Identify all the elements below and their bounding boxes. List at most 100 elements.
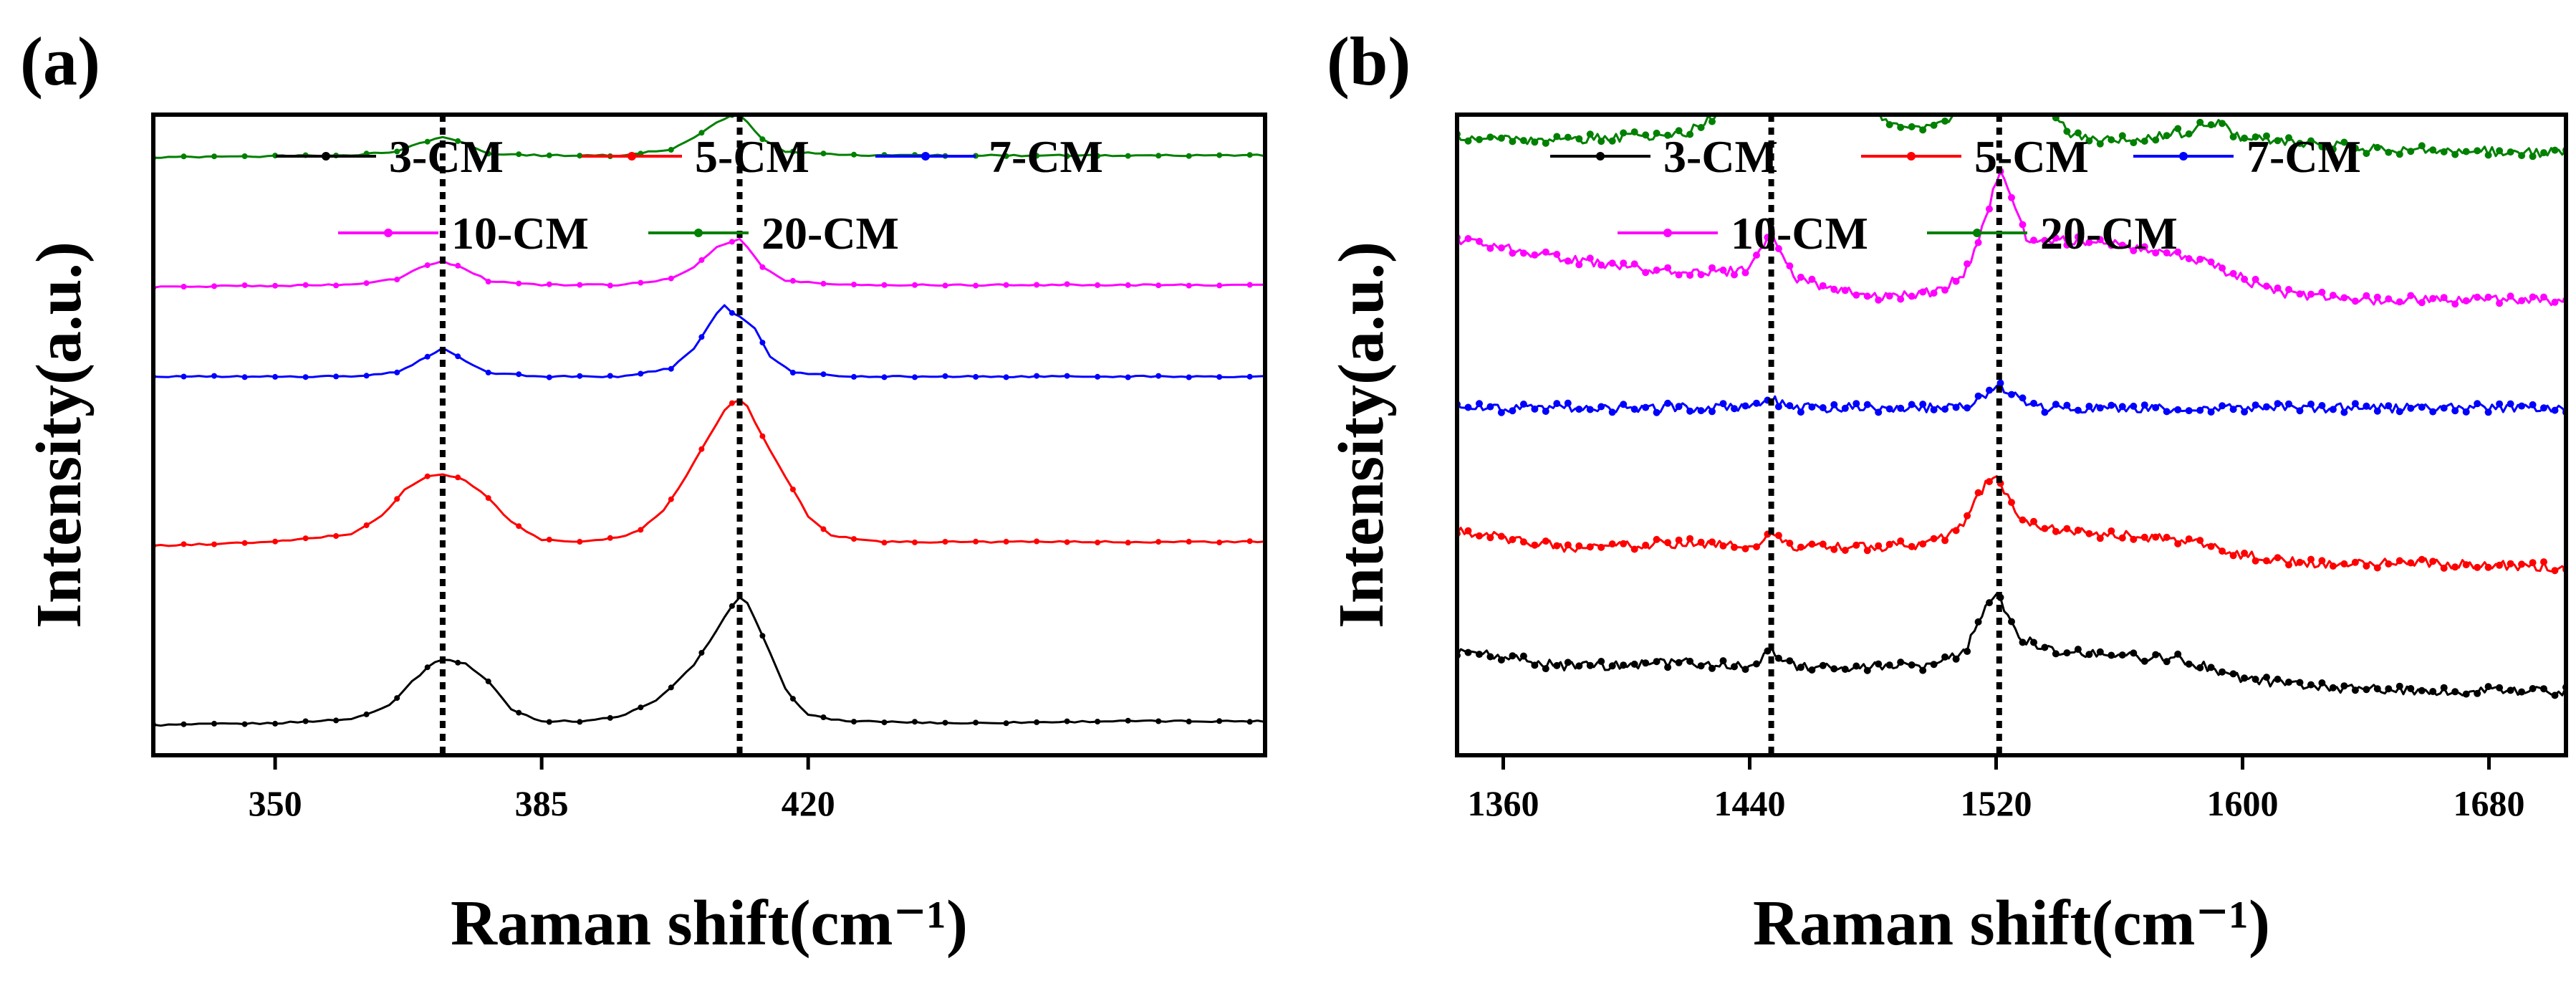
data-point [2019,638,2027,646]
data-point [1697,662,1705,670]
data-point [2185,535,2193,543]
data-point [1797,408,1804,416]
data-point [912,282,918,288]
data-point [2285,561,2292,569]
data-point [1564,399,1572,407]
data-point [2451,407,2459,415]
data-point [1897,295,1905,303]
legend-label: 7-CM [989,131,1103,182]
data-point [1664,264,1672,272]
data-point [2518,402,2526,410]
data-point [2241,275,2249,283]
data-point [2196,537,2204,545]
data-point [1246,719,1253,725]
data-point [2395,298,2403,306]
data-point [1808,666,1816,674]
data-point [1786,540,1794,547]
data-point [2418,299,2426,307]
data-point [1930,535,1938,542]
data-point [1186,718,1192,724]
data-point [1697,538,1705,546]
legend-label: 10-CM [1731,208,1868,259]
data-point [2185,660,2193,668]
panel-b-label: (b) [1327,23,1410,100]
data-point [1486,133,1494,141]
data-point [2551,298,2559,306]
data-point [2019,516,2027,524]
data-point [2108,136,2115,144]
data-point [181,721,187,727]
data-point [546,374,552,380]
data-point [1964,260,1971,268]
data-point [1731,271,1738,279]
data-point [1564,133,1572,141]
data-point [1897,659,1905,666]
data-point [1863,666,1871,674]
data-point [424,353,431,360]
data-point [2041,525,2049,532]
data-point [1941,286,1949,294]
x-tick-label: 1360 [1468,783,1539,823]
data-point [1841,404,1849,412]
data-point [2418,555,2426,563]
data-point [1620,540,1628,547]
data-point [2274,284,2282,292]
data-point [2363,402,2370,410]
panel-b-ylabel: Intensity(a.u.) [1326,241,1397,628]
data-point [1003,720,1009,727]
data-point [1830,665,1838,673]
data-point [211,720,217,727]
data-point [1575,542,1583,550]
data-point [2296,407,2304,415]
data-point [851,151,857,158]
data-point [2474,400,2481,408]
data-point [2074,646,2082,654]
data-point [394,695,400,702]
legend-marker [1973,229,1981,237]
data-point [516,371,522,378]
data-point [2484,683,2492,691]
data-point [2407,685,2415,692]
data-point [2130,535,2138,543]
panel-a-ylabel: Intensity(a.u.) [24,241,95,628]
data-point [1630,260,1638,268]
data-point [1642,659,1650,667]
data-point [789,148,796,155]
data-point [1597,403,1605,411]
data-point [1586,130,1594,138]
data-point [2329,292,2337,300]
data-point [2474,147,2481,155]
data-point [2551,691,2559,699]
data-point [1964,404,1971,412]
data-point [1930,661,1938,669]
data-point [2385,685,2393,693]
data-point [577,153,583,159]
data-point [1003,374,1009,380]
data-point [546,537,552,542]
data-point [1464,527,1472,535]
data-point [577,719,583,725]
data-point [2130,649,2138,657]
data-point [1819,282,1827,289]
data-point [1531,405,1539,413]
data-point [2340,560,2348,568]
data-point [2395,408,2403,416]
legend-marker [694,229,703,237]
data-point [1064,281,1070,287]
data-point [546,719,552,725]
data-point [1774,245,1782,252]
data-point [1897,123,1905,131]
data-point [1686,535,1694,542]
data-point [1642,403,1650,411]
data-point [2318,557,2326,565]
data-point [2363,686,2370,694]
data-point [2041,408,2049,416]
data-point [2152,403,2160,411]
data-point [1974,239,1982,247]
legend-label: 3-CM [389,131,504,182]
data-point [2274,554,2282,562]
data-point [2285,400,2292,408]
data-point [2496,400,2504,408]
data-point [1542,248,1549,256]
data-point [1155,373,1162,379]
